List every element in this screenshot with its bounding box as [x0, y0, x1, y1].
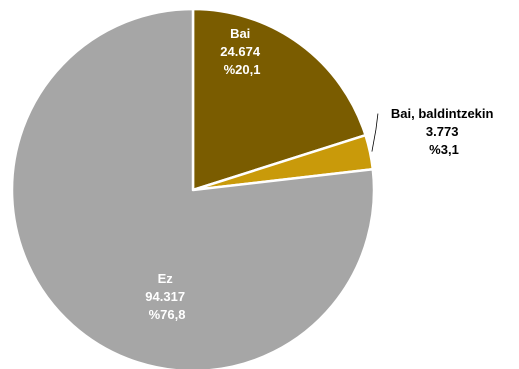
label-bai-baldintzekin: Bai, baldintzekin 3.773 %3,1	[391, 106, 497, 157]
label-bai-name: Bai	[230, 26, 250, 41]
label-bai-value: 24.674	[220, 44, 261, 59]
label-bai-baldintzekin-percent: %3,1	[429, 142, 459, 157]
label-ez-percent: %76,8	[149, 307, 186, 322]
label-ez-name: Ez	[158, 271, 174, 286]
label-ez: Ez 94.317 %76,8	[145, 271, 188, 322]
pie-slice-bai	[191, 7, 367, 192]
label-ez-value: 94.317	[145, 289, 185, 304]
pie-slice-ez	[10, 7, 376, 369]
label-bai-percent: %20,1	[224, 62, 261, 77]
leader-line-bai-baldintzekin	[371, 113, 379, 152]
label-bai-baldintzekin-name: Bai, baldintzekin	[391, 106, 494, 121]
label-bai-baldintzekin-value: 3.773	[426, 124, 459, 139]
leader-lines	[371, 113, 379, 152]
label-bai: Bai 24.674 %20,1	[220, 26, 263, 77]
pie-slices	[10, 7, 376, 369]
